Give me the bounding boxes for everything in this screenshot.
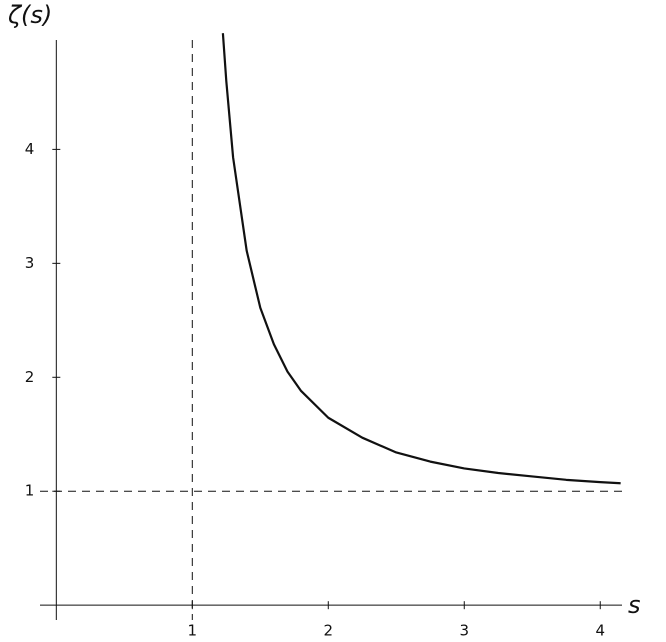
x-tick-label: 3 [459, 622, 469, 640]
curve [221, 33, 621, 485]
x-tick-label: 4 [595, 622, 605, 640]
y-tick-label: 4 [25, 140, 35, 158]
y-tick-label: 3 [25, 254, 35, 272]
x-tick-label: 2 [324, 622, 334, 640]
x-tick-label: 1 [188, 622, 198, 640]
x-axis-label: s [628, 591, 641, 619]
y-tick-label: 1 [25, 482, 35, 500]
y-tick-label: 2 [25, 368, 35, 386]
y-axis-label: ζ(s) [7, 1, 52, 29]
